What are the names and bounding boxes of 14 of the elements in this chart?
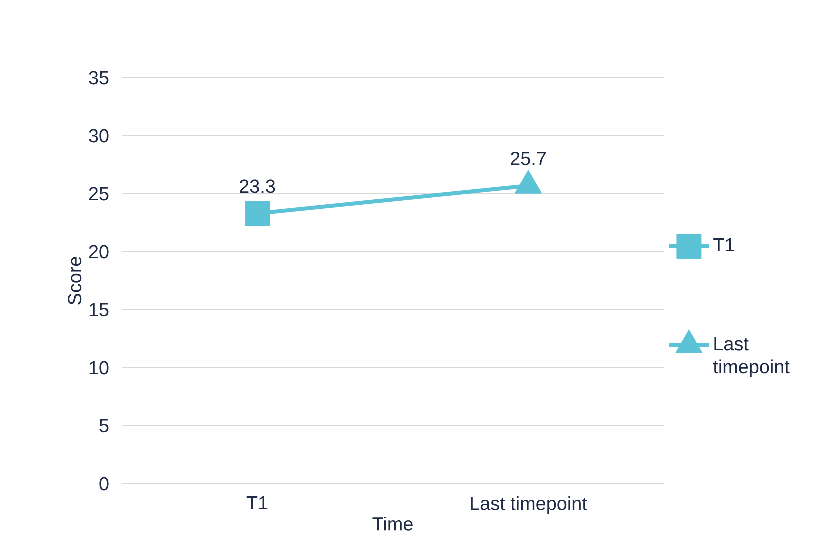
y-tick-label: 0 [100,477,109,491]
legend-label: Last timepoint [713,338,790,378]
data-label: 23.3 [240,180,276,194]
data-label: 25.7 [511,152,546,166]
legend-label: T1 [714,238,734,252]
y-tick-label: 20 [89,245,109,259]
y-axis-title: Score [68,257,82,305]
y-tick-label: 35 [89,71,109,85]
y-tick-label: 15 [90,303,109,317]
y-tick-label: 25 [89,187,109,201]
y-tick-label: 30 [89,129,109,143]
y-tick-label: 10 [90,361,109,375]
y-tick-label: 5 [100,419,109,433]
x-axis-title: Time [372,516,413,531]
